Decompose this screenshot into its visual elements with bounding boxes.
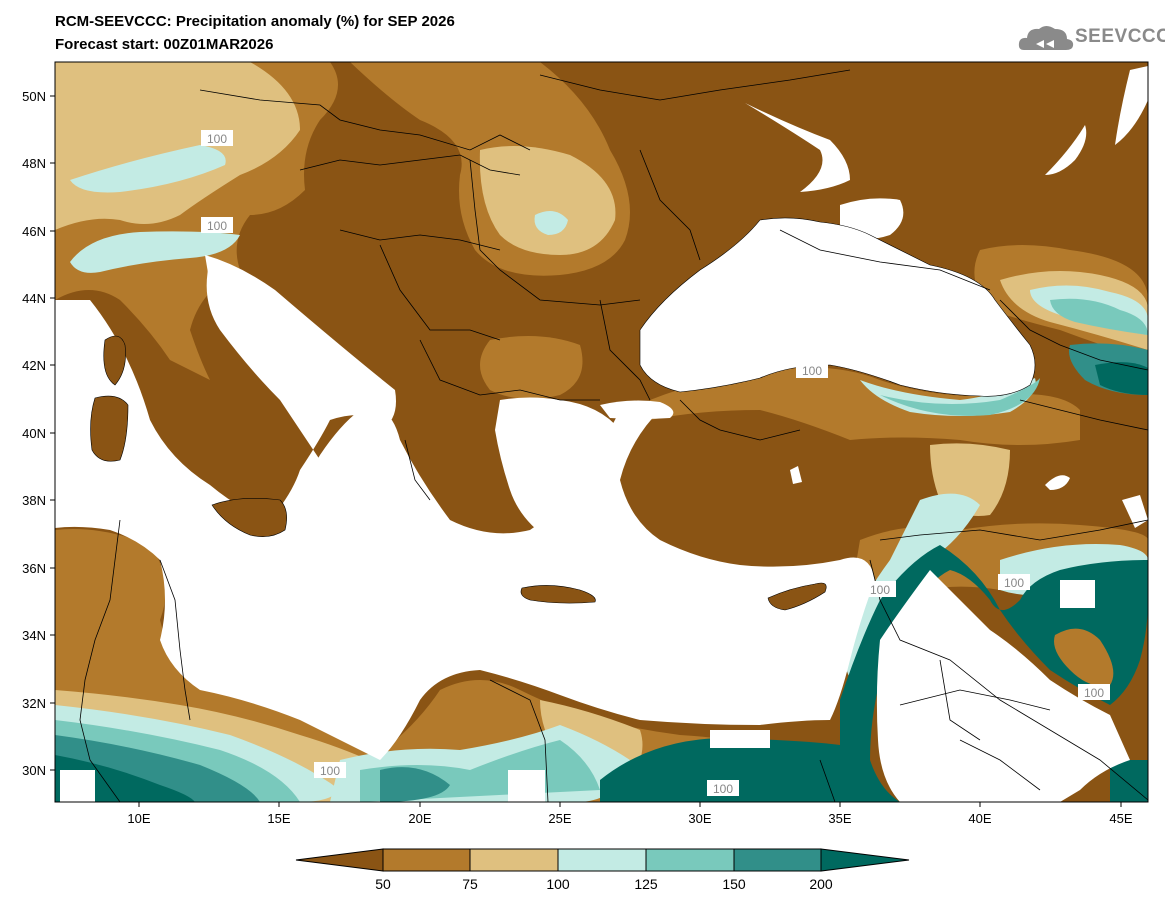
colorbar-segment-100-125 — [557, 848, 647, 872]
colorbar — [295, 848, 910, 872]
anomaly-zone-anatolia-north — [650, 367, 1080, 445]
contour-labels: 100 100 100 100 100 100 100 100 — [201, 130, 1110, 796]
latitude-axis: 50N 48N 46N 44N 42N 40N 38N 36N 34N 32N … — [22, 89, 55, 778]
contour-label: 100 — [320, 764, 340, 778]
lat-tick-label: 36N — [22, 561, 46, 576]
colorbar-label: 150 — [722, 876, 746, 892]
aegean-sea — [495, 397, 623, 550]
anomaly-zone-egypt-extreme — [600, 738, 860, 802]
central-mediterranean — [55, 300, 875, 760]
contour-label: 100 — [207, 219, 227, 233]
cyprus — [768, 583, 827, 610]
tuz-lake — [790, 466, 802, 484]
lat-tick-label: 46N — [22, 224, 46, 239]
map-frame — [54, 61, 1149, 803]
logo-text: SEEVCCC — [1075, 26, 1165, 47]
caspian-edge — [1115, 66, 1148, 145]
seevccc-logo: SEEVCCC — [1018, 22, 1165, 56]
anomaly-zone-iran-extreme — [1110, 760, 1148, 802]
sahara-missing-data — [876, 570, 1130, 802]
volga-reservoir — [1045, 125, 1087, 175]
dead-sea-area-gap — [1122, 495, 1148, 528]
anomaly-zone-po-valley-wet — [70, 231, 240, 273]
lat-tick-label: 42N — [22, 358, 46, 373]
forecast-start-label: Forecast start: 00Z01MAR2026 — [55, 36, 274, 53]
lon-tick-label: 40E — [968, 811, 991, 826]
colorbar-segment-below-50 — [295, 848, 384, 872]
anomaly-zone-balkans — [480, 336, 583, 399]
crimea-sea-cut — [840, 198, 904, 239]
lat-tick-label: 30N — [22, 763, 46, 778]
crete — [521, 585, 596, 604]
cloud-icon — [1018, 26, 1074, 50]
anomaly-zone-alps-wet — [70, 145, 226, 193]
anomaly-zone-middle-east-extreme — [840, 545, 1148, 802]
colorbar-segment-125-150 — [645, 848, 735, 872]
lon-tick-label: 15E — [267, 811, 290, 826]
corsica — [103, 336, 126, 385]
dnieper-reservoir — [745, 103, 850, 192]
colorbar-label: 50 — [375, 876, 391, 892]
colorbar-segment-above-200 — [820, 848, 910, 872]
coastlines — [90, 217, 1036, 611]
anomaly-zone-carpathians-light — [479, 146, 616, 255]
anomaly-zone-iraq-dry — [1054, 628, 1114, 686]
colorbar-segment-150-200 — [733, 848, 822, 872]
country-borders — [79, 69, 1148, 802]
lat-tick-label: 40N — [22, 426, 46, 441]
contour-label: 100 — [802, 364, 822, 378]
lon-tick-label: 10E — [127, 811, 150, 826]
islands — [90, 336, 827, 610]
lat-tick-label: 38N — [22, 493, 46, 508]
contour-label: 100 — [870, 583, 890, 597]
lon-tick-label: 20E — [408, 811, 431, 826]
sea-mask — [55, 66, 1148, 802]
sicily — [212, 498, 287, 537]
anomaly-zone-black-sea-moderate — [880, 378, 1040, 416]
colorbar-label: 200 — [809, 876, 833, 892]
lake-van — [1045, 475, 1070, 490]
lon-tick-label: 45E — [1109, 811, 1132, 826]
contour-label: 100 — [1004, 576, 1024, 590]
anomaly-zone-carpathians-wet — [534, 211, 568, 235]
black-sea — [640, 217, 1035, 397]
sea-of-marmara — [600, 400, 674, 419]
colorbar-segment-50-75 — [382, 848, 471, 872]
lat-tick-label: 32N — [22, 696, 46, 711]
contour-label: 100 — [207, 132, 227, 146]
lat-tick-label: 48N — [22, 156, 46, 171]
anomaly-zone-caucasus-moderate — [1050, 298, 1148, 335]
map-title: RCM-SEEVCCC: Precipitation anomaly (%) f… — [55, 13, 455, 30]
lat-tick-label: 50N — [22, 89, 46, 104]
anomaly-field — [55, 62, 1148, 802]
sardinia — [90, 396, 128, 462]
lon-tick-label: 30E — [688, 811, 711, 826]
lat-tick-label: 34N — [22, 628, 46, 643]
colorbar-labels: 50 75 100 125 150 200 — [375, 876, 833, 892]
colorbar-label: 75 — [462, 876, 478, 892]
lat-tick-label: 44N — [22, 291, 46, 306]
anomaly-zone-libya-high — [380, 767, 450, 802]
colorbar-segment-75-100 — [469, 848, 559, 872]
lon-tick-label: 25E — [548, 811, 571, 826]
colorbar-label: 125 — [634, 876, 658, 892]
colorbar-label: 100 — [546, 876, 570, 892]
contour-label: 100 — [1084, 686, 1104, 700]
anomaly-zone-caucasus-extreme — [1095, 362, 1148, 395]
contour-label: 100 — [713, 782, 733, 796]
longitude-axis: 10E 15E 20E 25E 30E 35E 40E 45E — [127, 802, 1133, 826]
lon-tick-label: 35E — [828, 811, 851, 826]
adriatic-sea — [205, 255, 396, 430]
